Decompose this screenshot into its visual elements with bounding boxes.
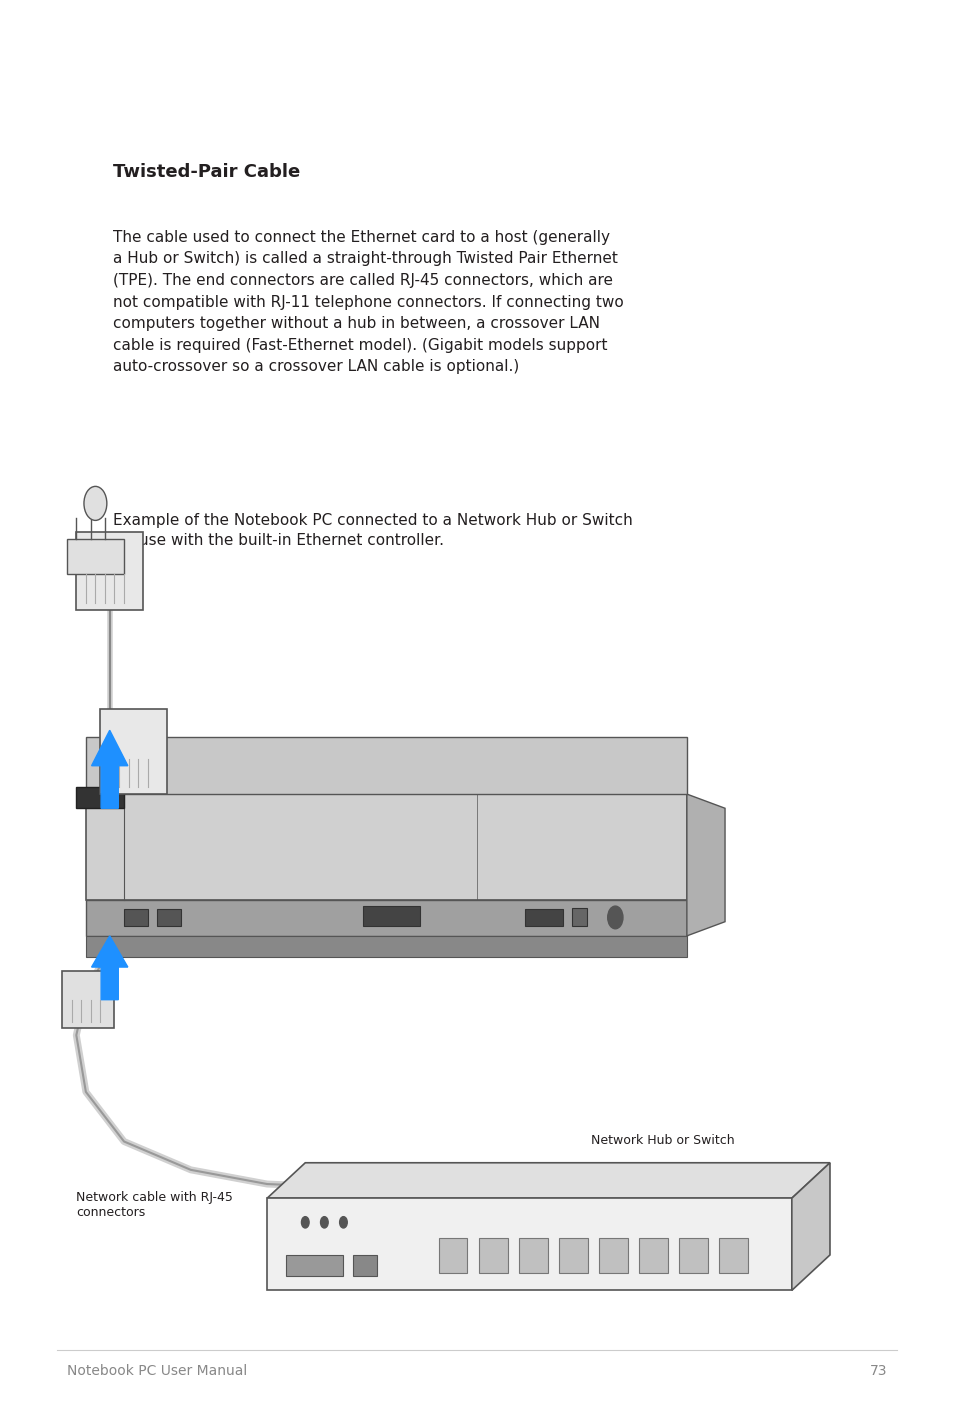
Polygon shape xyxy=(86,737,686,794)
FancyBboxPatch shape xyxy=(679,1238,707,1273)
Text: 73: 73 xyxy=(869,1364,886,1378)
Circle shape xyxy=(607,906,622,929)
Polygon shape xyxy=(686,794,724,936)
FancyBboxPatch shape xyxy=(438,1238,467,1273)
Polygon shape xyxy=(86,794,686,900)
FancyBboxPatch shape xyxy=(62,971,114,1028)
FancyBboxPatch shape xyxy=(67,539,124,574)
Text: Notebook PC User Manual: Notebook PC User Manual xyxy=(67,1364,247,1378)
Polygon shape xyxy=(267,1198,791,1290)
FancyBboxPatch shape xyxy=(572,908,586,926)
FancyArrow shape xyxy=(91,730,128,808)
Text: The cable used to connect the Ethernet card to a host (generally
a Hub or Switch: The cable used to connect the Ethernet c… xyxy=(112,230,622,374)
FancyBboxPatch shape xyxy=(100,709,167,794)
Polygon shape xyxy=(86,936,686,957)
Text: Twisted-Pair Cable: Twisted-Pair Cable xyxy=(112,163,299,182)
FancyBboxPatch shape xyxy=(558,1238,587,1273)
FancyBboxPatch shape xyxy=(124,909,148,926)
Polygon shape xyxy=(791,1163,829,1290)
Text: Network cable with RJ-45
connectors: Network cable with RJ-45 connectors xyxy=(76,1191,233,1219)
Polygon shape xyxy=(86,900,686,936)
Text: Network Hub or Switch: Network Hub or Switch xyxy=(591,1134,735,1147)
Circle shape xyxy=(301,1217,309,1228)
FancyBboxPatch shape xyxy=(518,1238,547,1273)
FancyBboxPatch shape xyxy=(157,909,181,926)
FancyBboxPatch shape xyxy=(362,906,419,926)
Circle shape xyxy=(320,1217,328,1228)
FancyBboxPatch shape xyxy=(719,1238,747,1273)
FancyBboxPatch shape xyxy=(478,1238,507,1273)
FancyBboxPatch shape xyxy=(639,1238,667,1273)
FancyBboxPatch shape xyxy=(76,787,124,808)
FancyBboxPatch shape xyxy=(286,1255,343,1276)
FancyBboxPatch shape xyxy=(598,1238,627,1273)
Polygon shape xyxy=(267,1163,829,1198)
FancyBboxPatch shape xyxy=(76,532,143,610)
Circle shape xyxy=(339,1217,347,1228)
Text: Example of the Notebook PC connected to a Network Hub or Switch
for use with the: Example of the Notebook PC connected to … xyxy=(112,513,632,549)
Circle shape xyxy=(84,486,107,520)
FancyBboxPatch shape xyxy=(524,909,562,926)
FancyBboxPatch shape xyxy=(353,1255,376,1276)
FancyArrow shape xyxy=(91,936,128,1000)
